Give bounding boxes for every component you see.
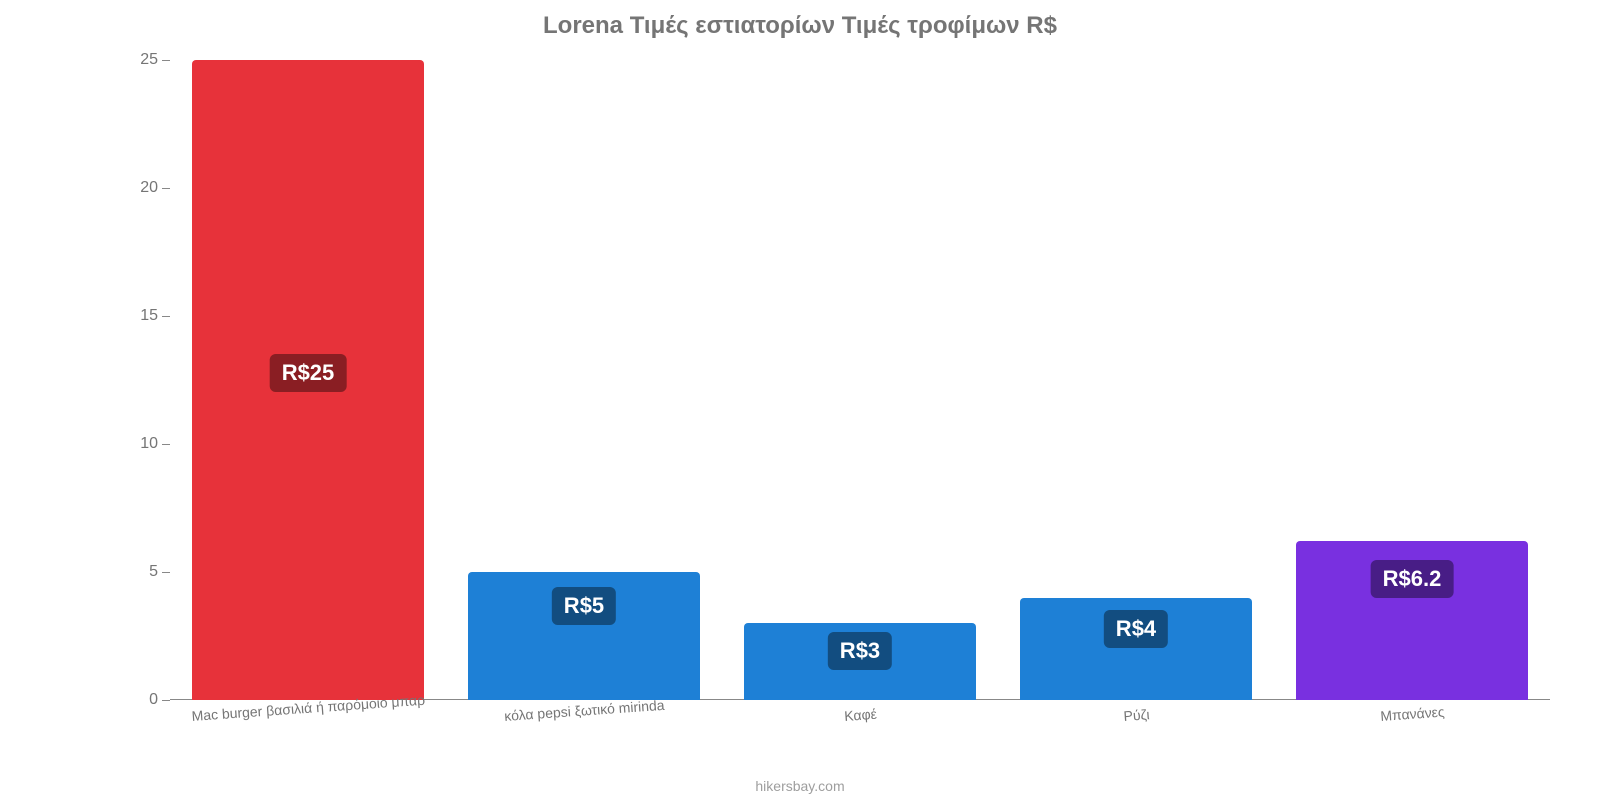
x-axis-labels: Mac burger βασιλιά ή παρόμοιο μπαρκόλα p… (170, 704, 1550, 764)
chart-title: Lorena Τιμές εστιατορίων Τιμές τροφίμων … (0, 12, 1600, 40)
bar: R$6.2 (1296, 541, 1528, 700)
bar: R$4 (1020, 598, 1252, 700)
y-tick-mark (162, 316, 170, 317)
bar-slot: R$4 (998, 60, 1274, 700)
bars-area: R$25 R$5 R$3 R$4 R$6.2 (170, 60, 1550, 700)
y-tick-label: 20 (140, 179, 158, 197)
x-axis-label: κόλα pepsi ξωτικό mirinda (504, 697, 665, 724)
bar-data-label: R$5 (552, 587, 616, 625)
x-axis-label: Ρύζι (1123, 706, 1150, 724)
bar-data-label: R$4 (1104, 610, 1168, 648)
bar-slot: R$25 (170, 60, 446, 700)
y-tick-label: 5 (149, 563, 158, 581)
y-tick-label: 25 (140, 51, 158, 69)
bar: R$25 (192, 60, 424, 700)
x-axis-label: Μπανάνες (1380, 704, 1445, 724)
x-label-slot: Mac burger βασιλιά ή παρόμοιο μπαρ (170, 704, 446, 764)
bar-slot: R$5 (446, 60, 722, 700)
y-tick-mark (162, 188, 170, 189)
bar: R$3 (744, 623, 976, 700)
x-label-slot: Καφέ (722, 704, 998, 764)
x-label-slot: κόλα pepsi ξωτικό mirinda (446, 704, 722, 764)
bar-data-label: R$25 (270, 354, 347, 392)
x-label-slot: Ρύζι (998, 704, 1274, 764)
plot-area: R$25R$5R$3R$4R$6.2 0510152025 (170, 60, 1550, 700)
bar-data-label: R$3 (828, 632, 892, 670)
y-tick-label: 10 (140, 435, 158, 453)
y-tick-mark (162, 444, 170, 445)
x-axis-label: Καφέ (844, 706, 878, 724)
y-tick-label: 0 (149, 691, 158, 709)
y-tick-label: 15 (140, 307, 158, 325)
attribution-text: hikersbay.com (0, 778, 1600, 794)
y-tick-mark (162, 60, 170, 61)
chart-container: Lorena Τιμές εστιατορίων Τιμές τροφίμων … (0, 0, 1600, 800)
bar: R$5 (468, 572, 700, 700)
bar-slot: R$6.2 (1274, 60, 1550, 700)
bar-slot: R$3 (722, 60, 998, 700)
bar-data-label: R$6.2 (1371, 560, 1454, 598)
y-tick-mark (162, 572, 170, 573)
y-tick-mark (162, 700, 170, 701)
x-label-slot: Μπανάνες (1274, 704, 1550, 764)
